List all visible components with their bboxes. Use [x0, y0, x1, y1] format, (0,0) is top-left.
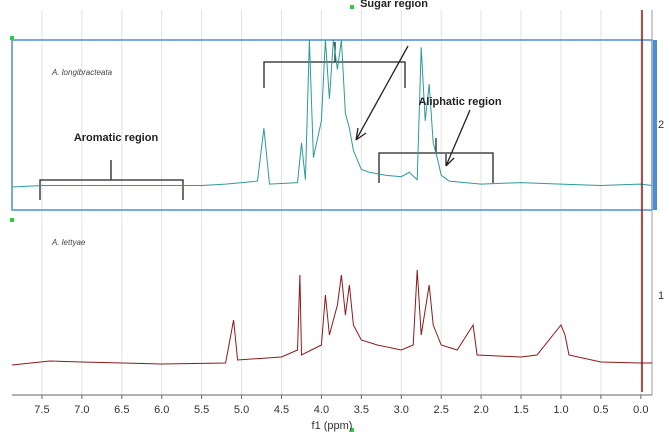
annotation: Aromatic region	[74, 132, 159, 144]
spectrum	[11, 39, 653, 188]
x-tick-label: 7.5	[34, 404, 49, 416]
x-tick-label: 4.5	[274, 404, 289, 416]
sugar-arrow	[355, 45, 409, 141]
annotation: Aliphatic region	[418, 96, 501, 108]
x-axis-label: f1 (ppm)	[312, 420, 353, 432]
brackets	[39, 42, 494, 200]
aliphatic-bracket	[378, 138, 494, 183]
x-tick-label: 5.5	[194, 404, 209, 416]
handle[interactable]	[350, 5, 354, 9]
x-tick-label: 6.0	[154, 404, 169, 416]
spectrum-name: A. lettyae	[51, 238, 86, 247]
panel-scrollbar[interactable]	[653, 40, 657, 210]
x-tick-label: 4.0	[314, 404, 329, 416]
handle[interactable]	[10, 218, 14, 222]
aliphatic-arrow	[445, 109, 471, 167]
handle[interactable]	[10, 36, 14, 40]
spectrum	[11, 269, 652, 366]
x-tick-label: 0.0	[633, 404, 648, 416]
x-tick-label: 0.5	[593, 404, 608, 416]
x-tick-label: 6.5	[114, 404, 129, 416]
x-tick-label: 7.0	[74, 404, 89, 416]
x-tick-label: 3.0	[394, 404, 409, 416]
spectrum-index: 1	[658, 290, 664, 302]
x-tick-label: 2.0	[473, 404, 488, 416]
annotation: Sugar region	[360, 0, 428, 10]
handle[interactable]	[350, 428, 354, 432]
x-tick-label: 3.5	[354, 404, 369, 416]
x-tick-label: 1.0	[553, 404, 568, 416]
x-tick-label: 1.5	[513, 404, 528, 416]
x-tick-label: 2.5	[434, 404, 449, 416]
aromatic-bracket	[39, 160, 184, 200]
x-tick-label: 5.0	[234, 404, 249, 416]
spectrum-index: 2	[658, 119, 664, 131]
spectrum-name: A. longibracteata	[51, 68, 113, 77]
